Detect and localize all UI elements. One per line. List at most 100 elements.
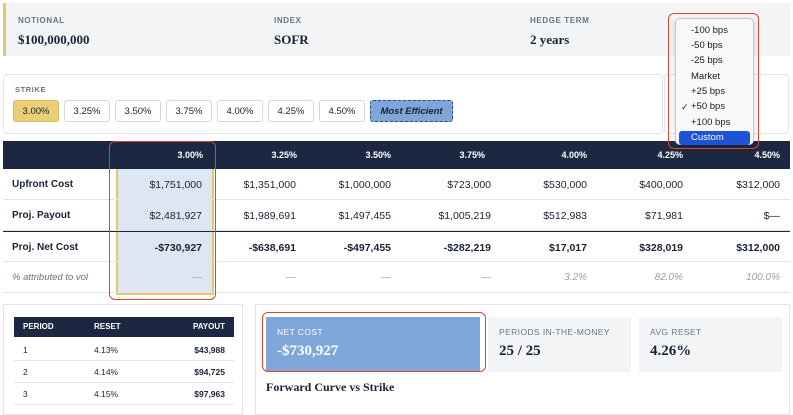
itm-value: 25 / 25: [499, 343, 541, 359]
reset-cell: 4.13%: [94, 345, 119, 355]
period-row: 3 4.15% $97,963: [14, 383, 234, 405]
table-cell: —: [381, 272, 391, 283]
table-cell: -$282,219: [443, 242, 491, 254]
table-cell: -$497,455: [343, 242, 391, 254]
table-cell: $1,005,219: [438, 210, 491, 222]
summary-strip: NOTIONAL $100,000,000 INDEX SOFR HEDGE T…: [3, 3, 790, 56]
avg-reset-value: 4.26%: [650, 343, 692, 359]
strike-button-3-50[interactable]: 3.50%: [115, 100, 161, 122]
table-row-vol-attribution: % attributed to vol — — — — 3.2% 82.0% 1…: [3, 262, 790, 293]
strike-button-4-00[interactable]: 4.00%: [217, 100, 263, 122]
reset-cell: 4.14%: [94, 367, 119, 377]
term-value: 2 years: [530, 32, 570, 47]
table-cell: 100.0%: [746, 272, 780, 283]
most-efficient-button[interactable]: Most Efficient: [370, 100, 453, 122]
table-cell: $723,000: [447, 179, 491, 191]
strike-comparison-table: 3.00% 3.25% 3.50% 3.75% 4.00% 4.25% 4.50…: [3, 141, 790, 295]
dropdown-item-minus-50[interactable]: -50 bps: [679, 39, 750, 53]
column-header[interactable]: 4.00%: [561, 150, 587, 160]
index-value: SOFR: [274, 32, 309, 47]
table-cell: $1,989,691: [243, 210, 296, 222]
table-cell: —: [192, 272, 202, 283]
table-cell: $530,000: [543, 179, 587, 191]
strike-button-4-25[interactable]: 4.25%: [268, 100, 314, 122]
strike-button-3-00[interactable]: 3.00%: [13, 100, 59, 122]
table-cell: $2,481,927: [149, 210, 202, 222]
table-cell: -$730,927: [154, 242, 202, 254]
payout-header: PAYOUT: [192, 322, 225, 331]
table-cell: 3.2%: [564, 272, 587, 283]
period-row: 2 4.14% $94,725: [14, 361, 234, 383]
table-row-proj-net-cost: Proj. Net Cost -$730,927 -$638,691 -$497…: [3, 231, 790, 262]
strike-panel: STRIKE 3.00% 3.25% 3.50% 3.75% 4.00% 4.2…: [3, 74, 663, 134]
table-cell: $1,497,455: [338, 210, 391, 222]
column-header[interactable]: 3.75%: [459, 150, 485, 160]
column-header[interactable]: 4.25%: [657, 150, 683, 160]
dropdown-item-label: -100 bps: [691, 25, 728, 36]
notional-value: $100,000,000: [18, 32, 90, 47]
dropdown-item-label: -50 bps: [691, 40, 723, 51]
period-table: PERIOD RESET PAYOUT 1 4.13% $43,988 2 4.…: [3, 304, 243, 415]
table-cell: —: [286, 272, 296, 283]
table-row-proj-payout: Proj. Payout $2,481,927 $1,989,691 $1,49…: [3, 200, 790, 231]
dropdown-item-minus-25[interactable]: -25 bps: [679, 54, 750, 68]
table-cell: 82.0%: [654, 272, 683, 283]
payout-cell: $94,725: [194, 367, 225, 377]
dropdown-item-minus-100[interactable]: -100 bps: [679, 24, 750, 38]
strike-button-3-75[interactable]: 3.75%: [166, 100, 212, 122]
index-label: INDEX: [274, 16, 302, 25]
bps-shift-dropdown: -100 bps -50 bps -25 bps Market +25 bps …: [675, 18, 754, 145]
net-cost-card: NET COST -$730,927: [266, 317, 480, 372]
chart-title: Forward Curve vs Strike: [266, 380, 395, 394]
payout-cell: $43,988: [194, 345, 225, 355]
column-header[interactable]: 3.50%: [365, 150, 391, 160]
column-header[interactable]: 3.25%: [271, 150, 297, 160]
dropdown-item-label: +25 bps: [691, 86, 726, 97]
period-row: 1 4.13% $43,988: [14, 339, 234, 361]
row-label: % attributed to vol: [12, 272, 89, 283]
table-cell: $328,019: [639, 242, 683, 254]
table-cell: $312,000: [736, 242, 780, 254]
table-cell: —: [481, 272, 491, 283]
dropdown-item-label: Market: [691, 71, 721, 82]
notional-label: NOTIONAL: [18, 16, 65, 25]
strike-button-4-50[interactable]: 4.50%: [319, 100, 365, 122]
reset-cell: 4.15%: [94, 389, 119, 399]
row-label: Proj. Net Cost: [12, 242, 79, 253]
dropdown-item-plus-25[interactable]: +25 bps: [679, 85, 750, 99]
column-header[interactable]: 4.50%: [754, 150, 780, 160]
row-label: Proj. Payout: [12, 210, 71, 221]
net-cost-value: -$730,927: [277, 343, 339, 359]
dropdown-item-plus-50[interactable]: ✓ +50 bps: [679, 100, 750, 114]
period-cell: 3: [23, 389, 28, 399]
dropdown-item-label: +50 bps: [691, 101, 726, 112]
period-table-header: PERIOD RESET PAYOUT: [14, 317, 234, 337]
net-cost-label: NET COST: [277, 327, 324, 337]
strike-title: STRIKE: [15, 85, 47, 94]
reset-header: RESET: [94, 322, 121, 331]
period-cell: 1: [23, 345, 28, 355]
dropdown-item-market[interactable]: Market: [679, 70, 750, 84]
table-cell: $400,000: [639, 179, 683, 191]
itm-card: PERIODS IN-THE-MONEY 25 / 25: [488, 317, 631, 372]
selected-strike-column: [116, 169, 214, 295]
avg-reset-label: AVG RESET: [650, 327, 702, 337]
table-row-upfront-cost: Upfront Cost $1,751,000 $1,351,000 $1,00…: [3, 169, 790, 200]
column-header[interactable]: 3.00%: [177, 150, 203, 160]
period-header: PERIOD: [23, 322, 54, 331]
dropdown-item-custom[interactable]: Custom: [679, 131, 750, 145]
table-cell: $17,017: [549, 242, 587, 254]
table-cell: $312,000: [736, 179, 780, 191]
table-cell: $1,351,000: [243, 179, 296, 191]
strike-button-3-25[interactable]: 3.25%: [64, 100, 110, 122]
table-cell: $1,000,000: [338, 179, 391, 191]
dropdown-item-label: +100 bps: [691, 117, 731, 128]
dropdown-item-plus-100[interactable]: +100 bps: [679, 116, 750, 130]
dropdown-item-label: -25 bps: [691, 55, 723, 66]
period-cell: 2: [23, 367, 28, 377]
table-cell: $1,751,000: [149, 179, 202, 191]
term-label: HEDGE TERM: [530, 16, 590, 25]
dropdown-item-label: Custom: [691, 132, 724, 143]
table-header: 3.00% 3.25% 3.50% 3.75% 4.00% 4.25% 4.50…: [3, 141, 790, 169]
itm-label: PERIODS IN-THE-MONEY: [499, 327, 610, 337]
